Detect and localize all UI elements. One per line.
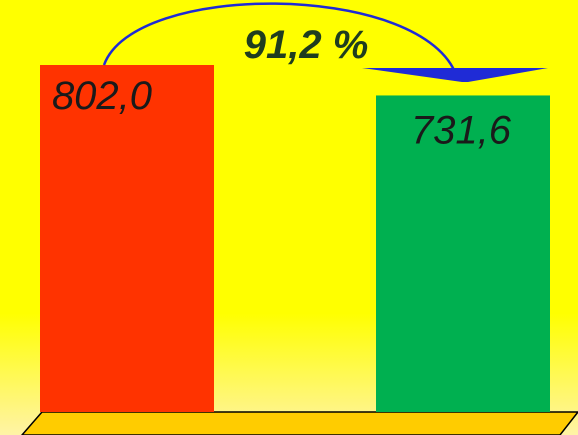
ratio-label: 91,2 % xyxy=(244,23,369,67)
comparison-arrow-curve xyxy=(102,2,457,73)
comparison-arrow-head xyxy=(362,68,548,82)
bar-1 xyxy=(40,65,214,412)
bar-2-value-label: 731,6 xyxy=(411,108,512,152)
bar-2 xyxy=(376,95,550,413)
chart-floor xyxy=(21,411,578,435)
bar-1-value-label: 802,0 xyxy=(52,74,152,118)
